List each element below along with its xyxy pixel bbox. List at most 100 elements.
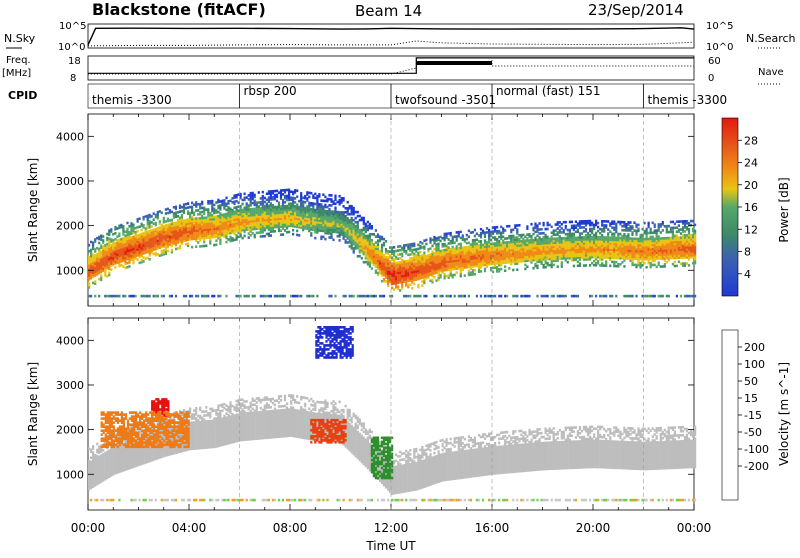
power-cell	[490, 231, 492, 234]
power-cell	[585, 228, 587, 231]
power-cell	[429, 280, 431, 283]
power-cell	[282, 193, 284, 196]
power-cell	[654, 295, 656, 298]
power-cell	[524, 295, 526, 298]
power-cell	[266, 203, 268, 206]
power-cell	[375, 245, 377, 248]
power-cell	[587, 232, 589, 235]
power-cell	[543, 236, 545, 239]
power-cell	[446, 245, 448, 248]
power-cell	[203, 207, 205, 210]
power-cell	[286, 231, 288, 234]
power-cell	[486, 227, 488, 230]
power-cell	[536, 238, 538, 241]
power-cell	[359, 229, 361, 232]
power-cell	[132, 224, 134, 227]
power-cell	[177, 211, 179, 214]
power-cell	[448, 295, 450, 298]
power-cell	[460, 237, 462, 240]
power-cell	[383, 238, 385, 241]
power-cell	[165, 224, 167, 227]
power-cell	[603, 224, 605, 227]
power-cell	[328, 198, 330, 201]
power-cell	[468, 270, 470, 273]
power-cell	[373, 243, 375, 246]
power-cell	[397, 257, 399, 260]
power-cell	[399, 249, 401, 252]
power-cell	[409, 243, 411, 246]
power-cell	[179, 204, 181, 207]
power-cell	[442, 295, 444, 298]
power-cell	[397, 245, 399, 248]
power-cell	[518, 224, 520, 227]
power-cell	[419, 255, 421, 258]
power-cell	[122, 237, 124, 240]
power-cell	[337, 201, 339, 204]
power-cell	[454, 274, 456, 277]
power-cell	[500, 226, 502, 229]
power-cell	[650, 262, 652, 265]
power-cell	[502, 227, 504, 230]
power-cell	[337, 211, 339, 214]
power-cell	[211, 214, 213, 217]
power-cell	[476, 239, 478, 242]
power-cell	[401, 247, 403, 250]
power-cell	[248, 194, 250, 197]
power-cell	[322, 193, 324, 196]
power-cell	[264, 205, 266, 208]
power-cell	[662, 221, 664, 224]
power-cell	[233, 211, 235, 214]
power-cell	[143, 256, 145, 259]
power-cell	[646, 266, 648, 269]
power-cell	[597, 236, 599, 239]
power-cell	[466, 242, 468, 245]
power-cell	[385, 280, 387, 283]
power-cell	[312, 295, 314, 298]
power-cell	[349, 205, 351, 208]
power-cell	[375, 235, 377, 238]
power-cell	[573, 295, 575, 298]
power-cell	[482, 230, 484, 233]
power-cell	[573, 265, 575, 268]
power-cell	[621, 235, 623, 238]
power-cell	[494, 242, 496, 245]
power-cell	[294, 205, 296, 208]
power-cell	[177, 247, 179, 250]
power-cell	[137, 258, 139, 261]
power-cell	[240, 295, 242, 298]
power-cell	[593, 264, 595, 267]
power-cell	[611, 226, 613, 229]
power-cell	[116, 295, 118, 298]
cpid-label-0: themis -3300	[92, 93, 172, 107]
power-cell	[500, 232, 502, 235]
power-cell	[629, 237, 631, 240]
power-cell	[413, 283, 415, 286]
power-cell	[431, 245, 433, 248]
power-cell	[581, 220, 583, 223]
power-cell	[605, 295, 607, 298]
power-cell	[472, 269, 474, 272]
power-cell	[520, 295, 522, 298]
power-cell	[605, 224, 607, 227]
power-cell	[328, 208, 330, 211]
power-cell	[308, 192, 310, 195]
power-cell	[530, 235, 532, 238]
power-cell	[555, 233, 557, 236]
power-cell	[648, 222, 650, 225]
power-cell	[94, 248, 96, 251]
beam-title: Beam 14	[355, 2, 422, 20]
power-cell	[571, 225, 573, 228]
power-cell	[280, 233, 282, 236]
power-cell	[163, 295, 165, 298]
power-cell	[474, 235, 476, 238]
power-cell	[662, 265, 664, 268]
power-cell	[339, 199, 341, 202]
power-cell	[522, 234, 524, 237]
power-cell	[545, 234, 547, 237]
power-cell	[231, 209, 233, 212]
power-cell	[219, 295, 221, 298]
power-cell	[571, 295, 573, 298]
power-cell	[504, 269, 506, 272]
power-cell	[468, 246, 470, 249]
power-cell	[347, 217, 349, 220]
